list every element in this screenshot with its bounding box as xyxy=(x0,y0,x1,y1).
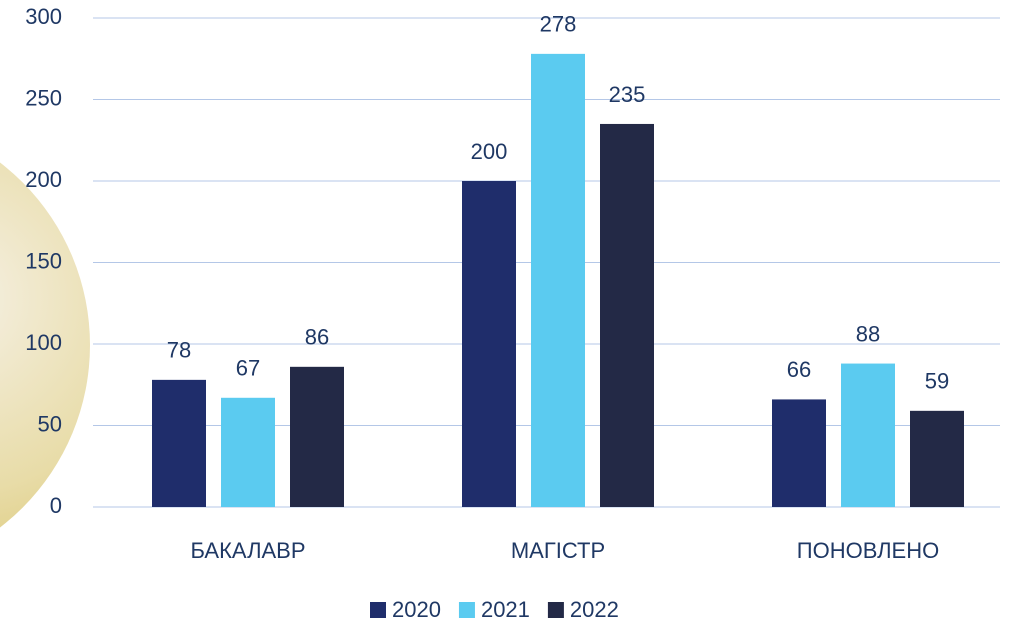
legend-swatch xyxy=(458,602,475,618)
data-label: 88 xyxy=(856,321,880,346)
data-label: 67 xyxy=(236,356,260,381)
y-tick-label: 250 xyxy=(25,85,62,110)
data-label: 235 xyxy=(609,82,646,107)
bar xyxy=(290,366,344,507)
decorative-photo xyxy=(0,162,90,528)
bar xyxy=(531,53,585,508)
legend-label: 2022 xyxy=(570,597,619,622)
data-label: 78 xyxy=(167,338,191,363)
y-tick-label: 300 xyxy=(25,4,62,29)
y-tick-label: 100 xyxy=(25,330,62,355)
bar xyxy=(221,397,275,507)
bar xyxy=(841,363,895,507)
data-label: 59 xyxy=(925,369,949,394)
data-label: 66 xyxy=(787,357,811,382)
x-tick-label: БАКАЛАВР xyxy=(190,538,305,563)
bar xyxy=(600,123,654,507)
bar xyxy=(910,410,964,507)
bar xyxy=(462,181,516,507)
legend-label: 2021 xyxy=(481,597,530,622)
x-tick-label: ПОНОВЛЕНО xyxy=(797,538,939,563)
bar xyxy=(772,399,826,507)
x-tick-label: МАГІСТР xyxy=(511,538,605,563)
y-tick-label: 200 xyxy=(25,167,62,192)
data-label: 278 xyxy=(540,12,577,37)
data-label: 86 xyxy=(305,325,329,350)
y-tick-label: 150 xyxy=(25,248,62,273)
legend-swatch xyxy=(547,602,564,618)
legend-swatch xyxy=(370,602,386,618)
legend-label: 2020 xyxy=(392,597,441,622)
bar xyxy=(152,379,206,507)
data-label: 200 xyxy=(471,139,508,164)
y-tick-label: 0 xyxy=(50,493,62,518)
y-tick-label: 50 xyxy=(38,411,62,436)
